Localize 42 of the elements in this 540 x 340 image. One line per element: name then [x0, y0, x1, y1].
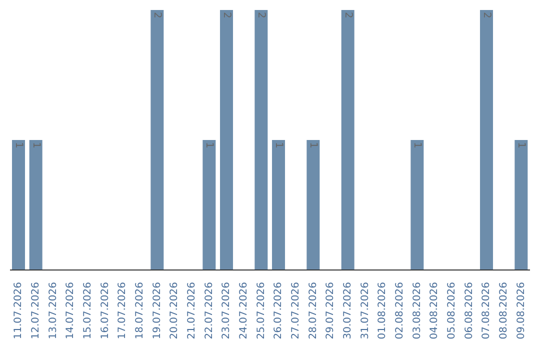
x-tick-label: 28.07.2026 [308, 282, 319, 340]
x-tick-label: 09.08.2026 [516, 282, 527, 340]
x-tick-label: 16.07.2026 [100, 282, 111, 340]
x-tick-label: 25.07.2026 [256, 282, 267, 340]
x-tick-label: 01.08.2026 [377, 282, 388, 340]
x-tick-label: 12.07.2026 [30, 282, 42, 340]
x-tick-label: 17.07.2026 [117, 282, 128, 340]
x-tick-label: 14.07.2026 [65, 282, 76, 340]
x-tick-label: 31.07.2026 [360, 282, 371, 340]
data-label: 2 [256, 12, 267, 18]
x-tick-label: 23.07.2026 [221, 282, 232, 340]
data-label: 1 [516, 142, 527, 148]
data-label: 1 [204, 142, 215, 148]
x-tick-label: 08.08.2026 [498, 282, 510, 340]
x-tick-label: 20.07.2026 [169, 282, 180, 340]
x-tick-label: 24.07.2026 [238, 282, 250, 340]
x-tick-label: 26.07.2026 [273, 282, 284, 340]
data-label: 1 [273, 142, 284, 148]
data-label: 2 [221, 12, 232, 18]
x-tick-label: 13.07.2026 [48, 282, 59, 340]
x-tick-label: 11.07.2026 [13, 282, 24, 340]
x-tick-label: 22.07.2026 [204, 282, 215, 340]
data-label: 1 [308, 142, 319, 148]
x-tick-label: 07.08.2026 [481, 282, 492, 340]
data-label: 2 [342, 12, 354, 18]
x-tick-label: 19.07.2026 [152, 282, 163, 340]
data-label: 1 [412, 142, 423, 148]
x-tick-label: 29.07.2026 [325, 282, 336, 340]
data-label: 2 [481, 12, 492, 18]
x-tick-label: 18.07.2026 [134, 282, 146, 340]
x-tick-label: 03.08.2026 [412, 282, 423, 340]
x-tick-label: 05.08.2026 [446, 282, 458, 340]
data-label: 1 [13, 142, 24, 148]
x-tick-label: 21.07.2026 [186, 282, 198, 340]
x-tick-label: 02.08.2026 [394, 282, 406, 340]
x-tick-label: 15.07.2026 [82, 282, 94, 340]
x-tick-label: 06.08.2026 [464, 282, 475, 340]
x-tick-label: 04.08.2026 [429, 282, 440, 340]
data-label: 2 [152, 12, 163, 18]
x-tick-label: 30.07.2026 [342, 282, 354, 340]
x-tick-label: 27.07.2026 [290, 282, 302, 340]
data-label: 1 [30, 142, 42, 148]
